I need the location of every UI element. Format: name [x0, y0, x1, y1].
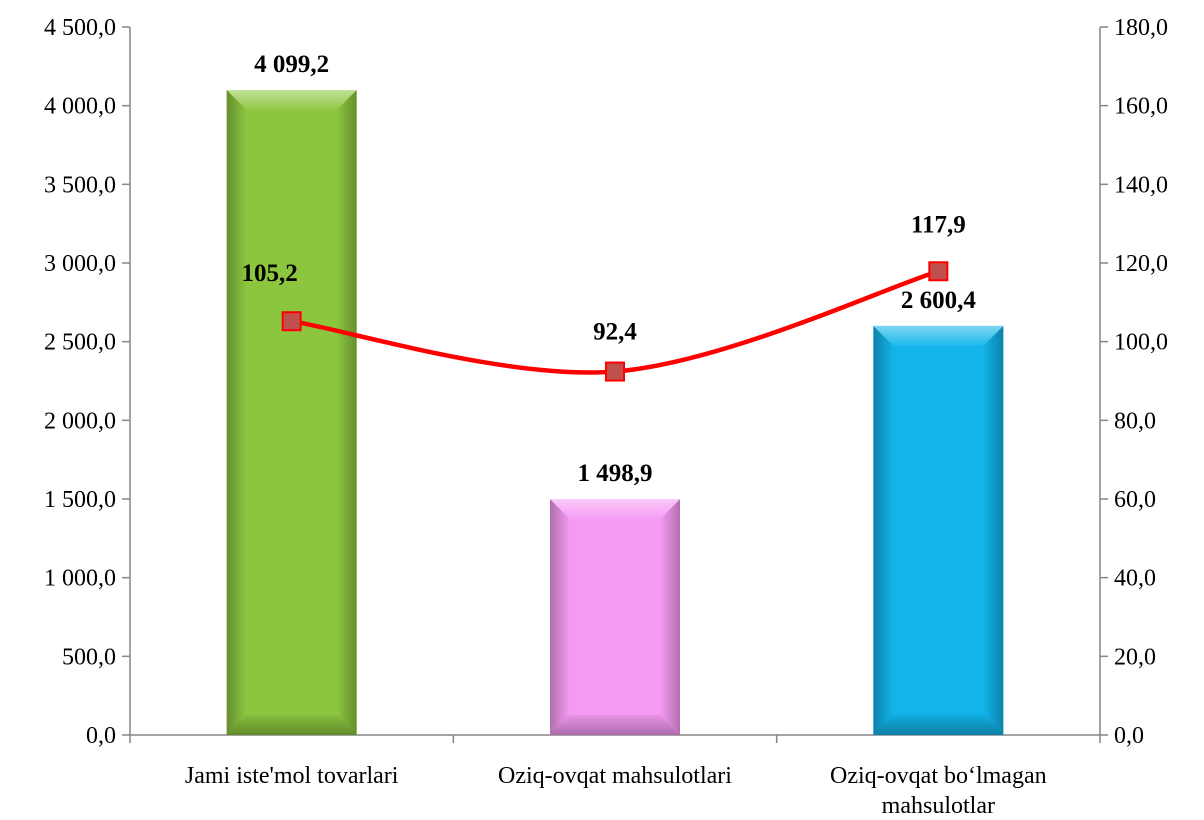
- bar-bevel-left: [550, 499, 570, 735]
- bar-bevel-bottom: [550, 715, 680, 735]
- line-series: [281, 261, 949, 382]
- bar-data-label: 2 600,4: [901, 287, 977, 314]
- bar: [226, 90, 357, 735]
- right-tick-label: 120,0: [1114, 251, 1168, 277]
- category-label: Oziq-ovqat bo‘lmagan: [830, 763, 1047, 789]
- right-tick-label: 100,0: [1114, 330, 1168, 356]
- right-tick-label: 20,0: [1114, 644, 1156, 670]
- right-tick-label: 40,0: [1114, 566, 1156, 592]
- line-data-labels: 105,2 92,4 117,9: [242, 211, 966, 345]
- left-tick-label: 2 500,0: [44, 330, 116, 356]
- left-axis: 0,0 500,0 1 000,0 1 500,0 2 000,0 2 500,0 3 00…: [44, 15, 131, 749]
- bar-bevel-top: [550, 499, 680, 520]
- bar-bevel-right: [660, 499, 680, 735]
- bar-bevel-bottom: [226, 715, 357, 735]
- bar-data-labels: 4 099,2 1 498,9 2 600,4: [254, 51, 976, 487]
- bars: [226, 90, 1004, 735]
- right-tick-label: 160,0: [1114, 94, 1168, 120]
- right-tick-label: 80,0: [1114, 408, 1156, 434]
- bar-bevel-right: [983, 325, 1004, 735]
- right-tick-label: 140,0: [1114, 172, 1168, 198]
- line-marker: [605, 361, 625, 382]
- category-label: Jami iste'mol tovarlari: [185, 763, 399, 789]
- left-tick-label: 3 500,0: [44, 172, 116, 198]
- bar-data-label: 1 498,9: [578, 460, 653, 487]
- left-tick-label: 4 000,0: [44, 94, 116, 120]
- left-tick-label: 2 000,0: [44, 408, 116, 434]
- line-data-label: 105,2: [242, 260, 298, 287]
- line-marker: [928, 261, 949, 282]
- bar-data-label: 4 099,2: [254, 51, 329, 78]
- bar-bevel-bottom: [873, 715, 1004, 735]
- left-tick-label: 1 500,0: [44, 487, 116, 513]
- left-tick-label: 4 500,0: [44, 15, 116, 41]
- x-axis: Jami iste'mol tovarlari Oziq-ovqat mahsul…: [129, 734, 1101, 819]
- category-label: Oziq-ovqat mahsulotlari: [498, 763, 732, 789]
- right-tick-label: 60,0: [1114, 487, 1156, 513]
- bar: [550, 499, 680, 735]
- left-tick-label: 500,0: [62, 644, 116, 670]
- line-data-label: 117,9: [911, 211, 966, 238]
- category-label: mahsulotlar: [882, 793, 995, 819]
- bar-bevel-left: [226, 90, 247, 735]
- bar-body: [226, 90, 357, 735]
- left-tick-label: 0,0: [86, 723, 116, 749]
- right-axis: 0,0 20,0 40,0 60,0 80,0 100,0 120,0 140,0 160,0 1…: [1099, 15, 1168, 749]
- bar-body: [550, 499, 680, 735]
- bar: [873, 325, 1004, 735]
- line-marker: [281, 311, 302, 332]
- right-tick-label: 0,0: [1114, 723, 1144, 749]
- left-tick-label: 1 000,0: [44, 566, 116, 592]
- bar-bevel-left: [873, 325, 894, 735]
- left-tick-label: 3 000,0: [44, 251, 116, 277]
- bar-bevel-top: [873, 325, 1004, 346]
- bar-body: [873, 325, 1004, 735]
- bar-bevel-right: [336, 90, 357, 735]
- line-data-label: 92,4: [593, 319, 637, 346]
- right-tick-label: 180,0: [1114, 15, 1168, 41]
- bar-bevel-top: [226, 90, 357, 111]
